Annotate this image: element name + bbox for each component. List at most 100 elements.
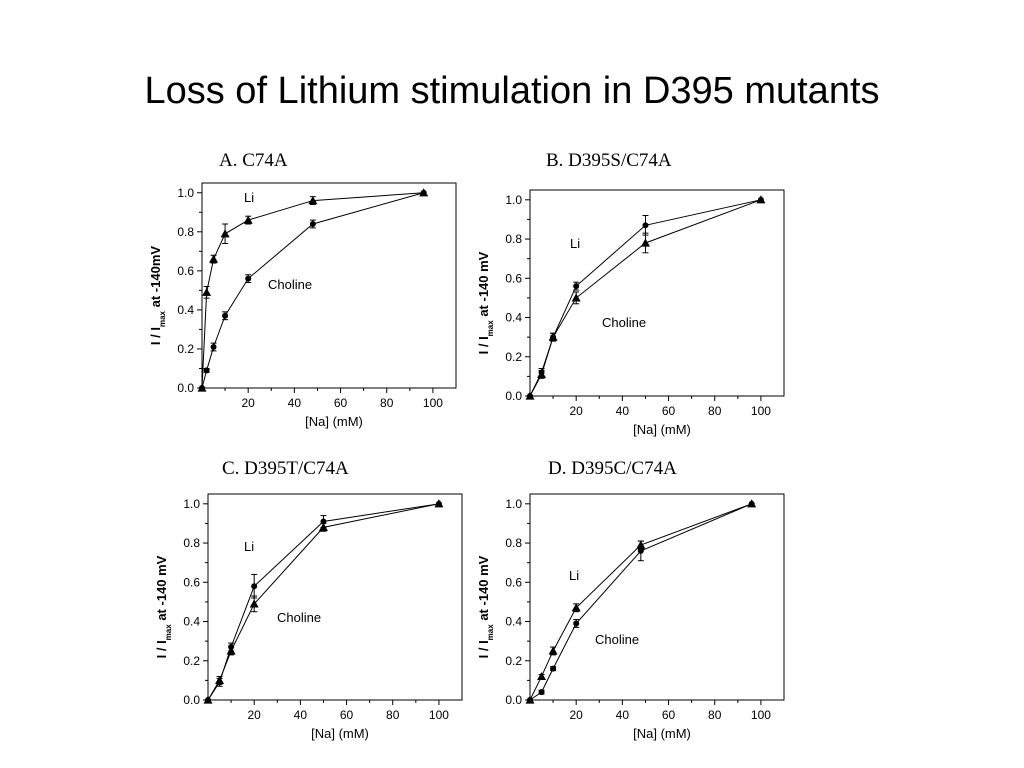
y-tick-label: 0.6 [505,575,522,589]
y-tick-label: 0.2 [177,342,194,356]
x-tick-label: 100 [423,396,443,410]
x-axis-label: [Na] (mM) [633,422,691,437]
point-circle-choline [538,369,545,376]
y-tick-label: 0.8 [505,232,522,246]
point-circle-choline [748,500,755,507]
x-tick-label: 60 [662,708,676,722]
y-tick-label: 1.0 [183,497,200,511]
chart-panel-0: 20 40 60 80 100 0.0 0.2 0.4 0.6 0.8 1.0 [Na] (mM) I … [148,182,457,429]
point-circle-choline [637,547,644,554]
x-tick-label: 40 [294,708,308,722]
x-tick-label: 100 [751,404,771,418]
y-tick-label: 0.0 [177,381,194,395]
point-triangle-li [209,254,219,263]
y-axis-label-sub: max [486,320,495,337]
y-axis-label: I / Imax at -140 mV [154,555,173,658]
panel-d-title: D. D395C/C74A [548,458,677,479]
point-triangle-li [220,229,230,238]
y-axis-label-main: I / I [476,336,491,354]
series-line-choline [207,503,439,701]
x-tick-label: 100 [751,708,771,722]
point-circle-choline [245,275,252,282]
x-tick-label: 80 [708,708,722,722]
chart-panel-2: 20 40 60 80 100 0.0 0.2 0.4 0.6 0.8 1.0 [Na] (mM) I … [154,493,463,741]
point-circle-choline [573,283,580,290]
x-tick-label: 80 [380,396,394,410]
y-tick-label: 1.0 [505,193,522,207]
point-circle-choline [251,583,258,590]
point-triangle-li [548,646,558,655]
x-tick-label: 20 [570,708,584,722]
point-circle-choline [550,665,557,672]
y-tick-label: 0.2 [505,654,522,668]
point-circle-choline [216,679,223,686]
point-circle-choline [320,518,327,525]
point-circle-choline [435,500,442,507]
y-tick-label: 0.8 [183,536,200,550]
y-axis-label-tail: at -140 mV [476,251,491,320]
y-axis-label: I / Imax at -140mV [148,246,167,345]
y-tick-label: 0.0 [505,693,522,707]
point-circle-choline [642,222,649,229]
x-tick-label: 20 [242,396,256,410]
point-circle-choline [203,367,210,374]
y-tick-label: 0.4 [177,303,194,317]
y-axis-label-sub: max [158,310,167,327]
y-tick-label: 0.8 [505,536,522,550]
plot-frame [529,189,785,397]
point-circle-choline [420,189,427,196]
point-circle-choline [309,221,316,227]
y-tick-label: 0.4 [505,311,522,325]
point-circle-choline [527,393,533,399]
panel-c-title: C. D395T/C74A [222,458,349,479]
chart-panel-1: 20 40 60 80 100 0.0 0.2 0.4 0.6 0.8 1.0 [Na] (mM) I … [476,189,785,437]
x-tick-label: 40 [616,708,630,722]
point-circle-choline [222,312,229,319]
point-triangle-li [202,287,212,296]
y-tick-label: 0.4 [505,615,522,629]
plot-frame [529,493,785,701]
y-tick-label: 0.8 [177,225,194,239]
y-axis-label-sub: max [486,624,495,641]
point-circle-choline [199,385,205,391]
y-axis-label-main: I / I [476,640,491,658]
point-circle-choline [573,620,580,627]
x-tick-label: 100 [429,708,449,722]
point-triangle-li [308,196,318,205]
page-title: Loss of Lithium stimulation in D395 muta… [144,70,880,112]
point-triangle-li [571,293,581,302]
y-axis-label-tail: at -140mV [148,246,163,311]
y-tick-label: 0.2 [183,654,200,668]
series-label-li: Li [244,190,254,205]
series-line-choline [529,503,752,701]
series-label-choline: Choline [602,315,646,330]
point-circle-choline [205,697,211,703]
series-line-li [207,503,440,701]
point-triangle-li [537,671,547,681]
point-circle-choline [550,334,557,341]
point-circle-choline [538,689,545,696]
y-axis-label-main: I / I [148,327,163,345]
point-triangle-li [640,238,650,247]
point-circle-choline [757,196,764,203]
x-tick-label: 40 [616,404,630,418]
x-tick-label: 80 [708,404,722,418]
y-axis-label-main: I / I [154,640,169,658]
y-tick-label: 0.0 [183,693,200,707]
y-axis-label-sub: max [164,624,173,641]
panel-b-title: B. D395S/C74A [546,150,672,171]
y-axis-label: I / Imax at -140 mV [476,251,495,354]
x-tick-label: 20 [248,708,262,722]
y-axis-label: I / Imax at -140 mV [476,555,495,658]
y-tick-label: 0.2 [505,350,522,364]
point-triangle-li [243,215,253,224]
x-tick-label: 60 [334,396,348,410]
series-label-choline: Choline [595,632,639,647]
point-triangle-li [249,599,259,608]
y-tick-label: 0.6 [183,575,200,589]
y-axis-label-tail: at -140 mV [476,555,491,624]
point-circle-choline [228,644,235,651]
series-label-choline: Choline [277,610,321,625]
y-tick-label: 1.0 [177,186,194,200]
